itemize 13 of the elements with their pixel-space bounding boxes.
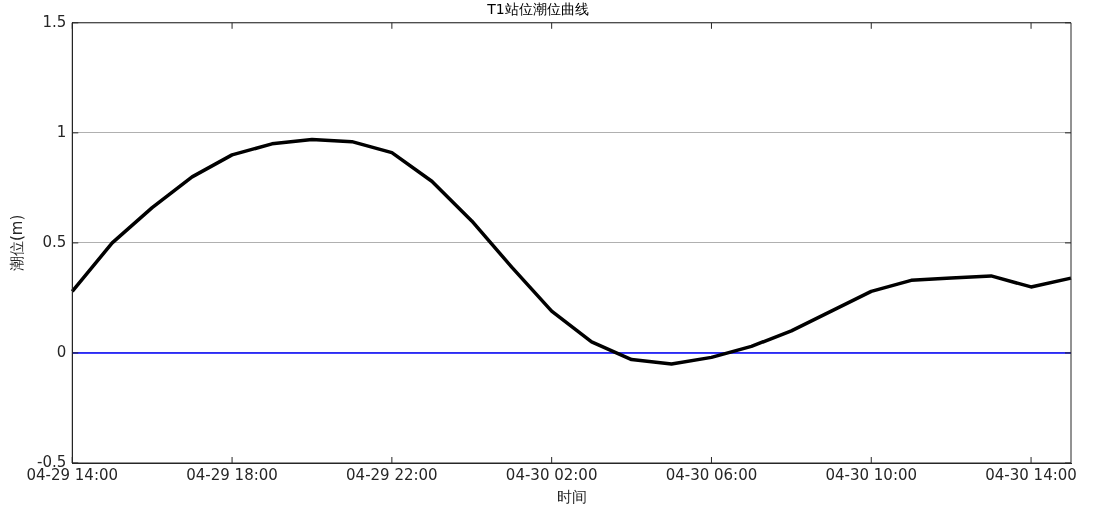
x-tick-label: 04-30 10:00 — [825, 465, 918, 484]
y-tick-label: 0.5 — [42, 232, 67, 251]
y-tick-label: 1 — [56, 122, 67, 141]
x-axis-title: 时间 — [556, 487, 587, 506]
x-tick-label: 04-29 22:00 — [346, 465, 438, 484]
y-tick-label: 1.5 — [42, 12, 67, 31]
x-tick-label: 04-30 14:00 — [985, 465, 1077, 484]
y-tick-label: 0 — [56, 342, 67, 361]
x-tick-label: 04-29 18:00 — [186, 465, 278, 484]
x-tick-label: 04-30 02:00 — [505, 465, 598, 484]
chart-title: T1站位潮位曲线 — [486, 1, 589, 18]
x-tick-label: 04-30 06:00 — [665, 465, 758, 484]
y-axis-title: 潮位(m) — [7, 214, 26, 272]
